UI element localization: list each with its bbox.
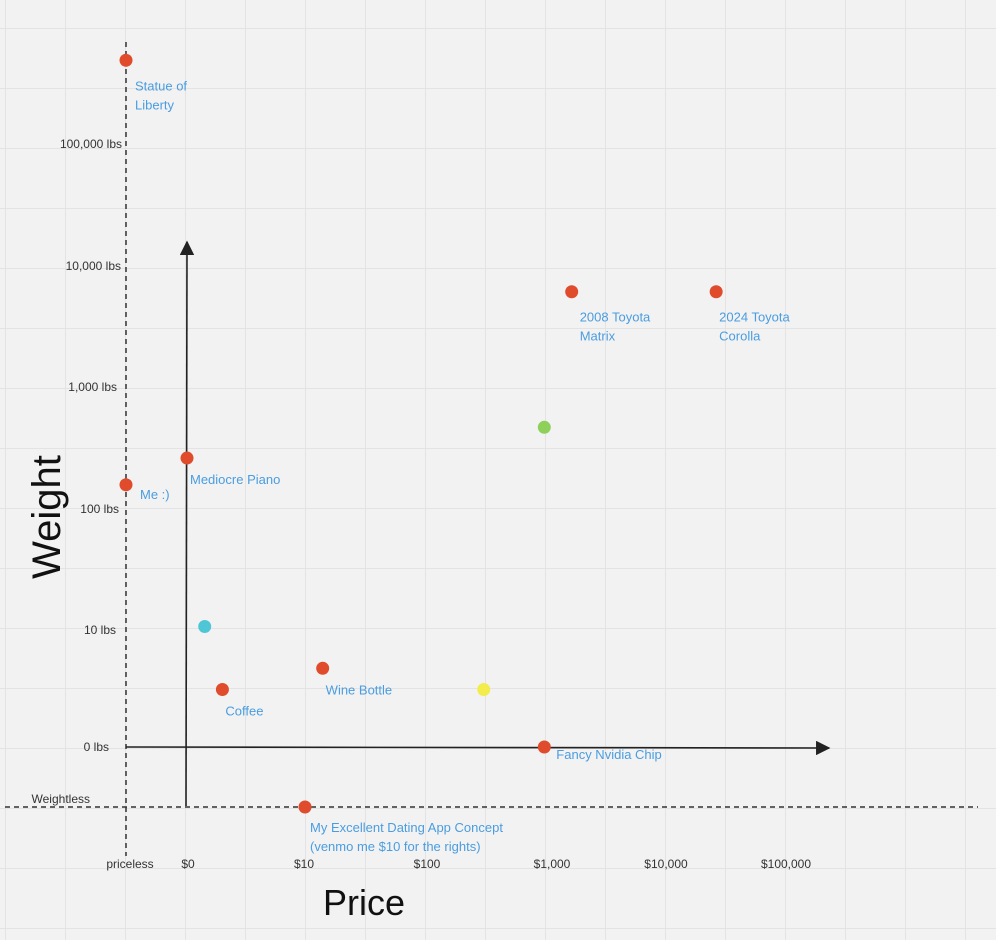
y-tick-label: Weightless (32, 792, 90, 806)
data-point (565, 285, 579, 299)
x-tick-label: $0 (181, 857, 195, 871)
point-label: Me :) (140, 487, 170, 502)
point-label: Mediocre Piano (190, 472, 280, 487)
x-tick-label: priceless (106, 857, 153, 871)
x-tick-label: $10,000 (644, 857, 688, 871)
y-axis-title: Weight (25, 455, 69, 579)
point-label: 2008 Toyota Matrix (580, 310, 651, 344)
y-tick-label: 100 lbs (80, 502, 119, 516)
x-axis-arrow (125, 740, 831, 756)
data-point (709, 285, 723, 299)
y-tick-label: 0 lbs (84, 740, 109, 754)
y-tick-label: 10,000 lbs (66, 259, 121, 273)
x-tick-label: $1,000 (534, 857, 571, 871)
x-axis-title: Price (323, 882, 405, 923)
data-point (180, 451, 194, 465)
data-point (198, 620, 212, 633)
y-tick-label: 100,000 lbs (60, 137, 122, 151)
y-tick-label: 1,000 lbs (68, 380, 117, 394)
y-axis-arrow (179, 240, 195, 807)
data-point (119, 53, 133, 67)
point-label: 2024 Toyota Corolla (719, 310, 790, 344)
point-label: Wine Bottle (326, 682, 392, 697)
point-label: My Excellent Dating App Concept (venmo me… (310, 820, 503, 854)
data-point (215, 683, 229, 697)
x-tick-label: $10 (294, 857, 314, 871)
data-point (316, 661, 330, 675)
data-point (119, 478, 133, 492)
point-label: Statue of Liberty (135, 78, 187, 112)
data-point (537, 740, 551, 754)
data-point (537, 420, 551, 434)
x-tick-label: $100,000 (761, 857, 811, 871)
point-label: Fancy Nvidia Chip (556, 747, 662, 762)
data-point (298, 800, 312, 814)
x-tick-label: $100 (414, 857, 441, 871)
point-label: Coffee (225, 704, 263, 719)
data-point (477, 683, 491, 697)
y-tick-label: 10 lbs (84, 623, 116, 637)
